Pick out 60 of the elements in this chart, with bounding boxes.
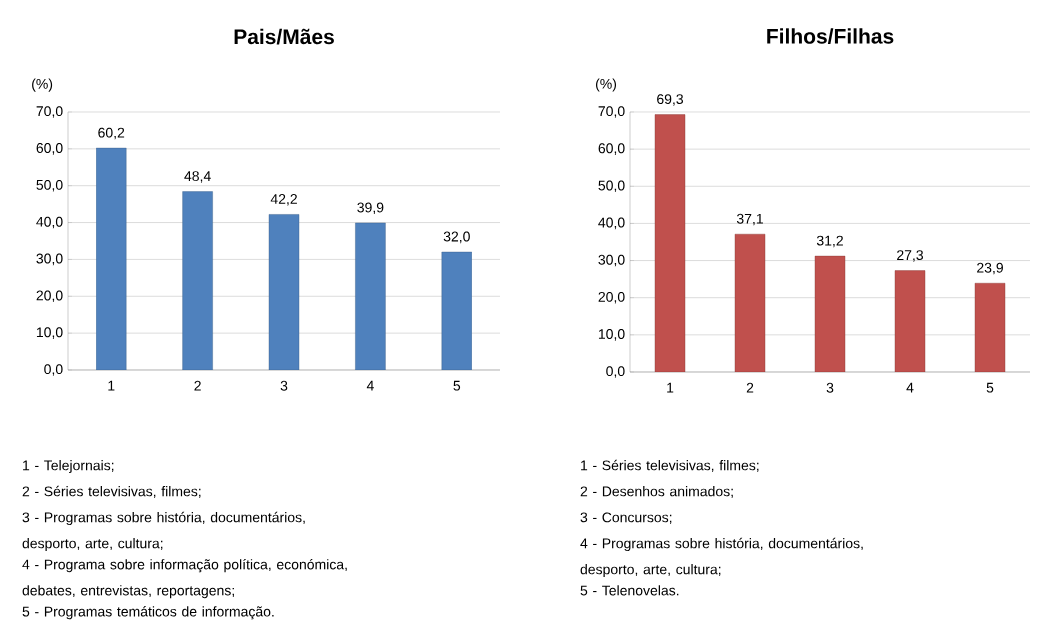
text: 5 - Programas temáticos de informação.: [22, 606, 274, 620]
y-tick-label: 40,0: [36, 216, 63, 229]
y-tick-label: 10,0: [598, 329, 625, 341]
data-label: 69,3: [657, 94, 684, 106]
x-tick-label: 4: [366, 380, 374, 391]
y-tick-label: 70,0: [36, 106, 63, 118]
text: 3 - Programas sobre história, documentários, desporto, arte, cultura;: [22, 511, 305, 552]
text: 2 - Desenhos animados;: [580, 486, 733, 498]
text: 2 - Séries televisivas, filmes;: [22, 485, 201, 498]
text: 4 - Programas sobre história, documentários, desporto, arte, cultura;: [580, 537, 863, 578]
text: 1 - Telejornais;: [23, 460, 114, 474]
y-tick-label: 50,0: [598, 180, 625, 193]
text: 5 - Telenovelas.: [580, 585, 679, 596]
bar: [182, 191, 213, 370]
y-tick-label: 50,0: [36, 179, 63, 192]
data-label: 31,2: [816, 235, 843, 248]
data-label: 27,3: [897, 250, 924, 262]
x-tick-label: 1: [108, 380, 115, 391]
x-tick-label: 5: [986, 382, 994, 393]
data-label: 60,2: [98, 127, 125, 140]
y-tick-label: 40,0: [598, 217, 625, 230]
x-tick-label: 2: [746, 382, 754, 393]
y-tick-label: 0,0: [606, 366, 625, 378]
bar: [654, 114, 686, 372]
data-label: 39,9: [357, 202, 384, 215]
chart-title: Pais/Mães: [234, 28, 334, 45]
bar: [96, 147, 127, 370]
y-axis-title: (%): [32, 78, 53, 92]
y-tick-label: 20,0: [598, 291, 625, 304]
data-label: 37,1: [736, 213, 763, 226]
bar: [734, 233, 766, 372]
bar: [974, 283, 1006, 372]
bar: [441, 251, 473, 370]
y-tick-label: 30,0: [36, 253, 63, 266]
bar: [894, 270, 926, 372]
data-label: 23,9: [977, 262, 1003, 275]
data-label: 32,0: [443, 231, 470, 244]
x-tick-label: 2: [194, 380, 201, 391]
text: 1 - Séries televisivas, filmes;: [581, 459, 759, 472]
y-tick-label: 60,0: [598, 143, 625, 155]
text: 4 - Programa sobre informação política, económica, debates, entrevistas, reportagens;: [22, 558, 347, 599]
y-tick-label: 10,0: [36, 327, 63, 339]
x-tick-label: 1: [667, 382, 674, 393]
y-axis-title: (%): [596, 78, 617, 92]
chart-title: Filhos/Filhas: [767, 28, 894, 44]
data-label: 48,4: [184, 171, 211, 183]
y-tick-label: 60,0: [36, 143, 63, 155]
x-tick-label: 3: [280, 380, 288, 391]
x-tick-label: 5: [453, 380, 461, 391]
data-label: 42,2: [270, 194, 297, 206]
y-tick-label: 70,0: [598, 106, 625, 118]
bar: [355, 222, 386, 370]
bar: [814, 255, 846, 372]
y-tick-label: 30,0: [598, 254, 625, 267]
x-tick-label: 4: [906, 382, 914, 393]
y-tick-label: 20,0: [36, 290, 63, 303]
x-tick-label: 3: [826, 382, 834, 393]
bar: [268, 214, 300, 370]
text: 3 - Concursos;: [580, 512, 672, 524]
y-tick-label: 0,0: [44, 364, 63, 376]
